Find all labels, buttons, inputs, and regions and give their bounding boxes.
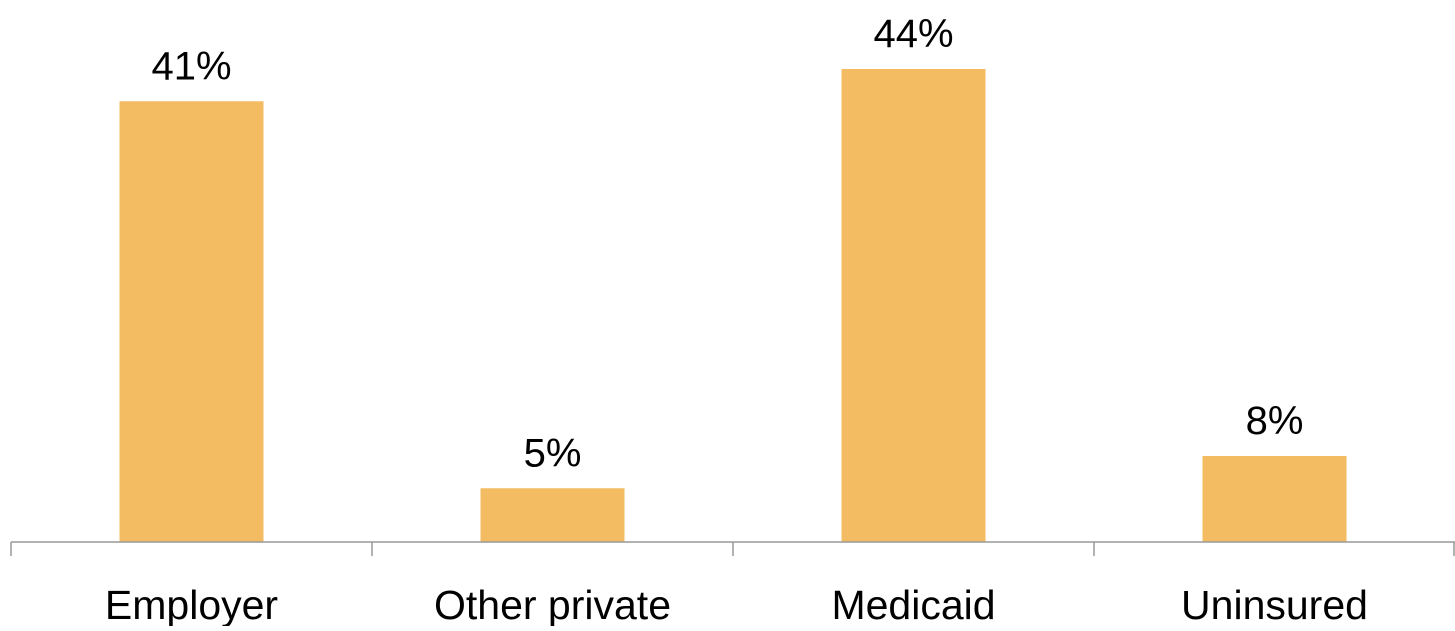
bar	[841, 69, 986, 542]
bar	[119, 101, 264, 542]
x-tick-label: Uninsured	[1181, 582, 1368, 626]
bar	[1202, 456, 1347, 542]
x-tick-label: Other private	[434, 582, 671, 626]
x-tick-label: Medicaid	[831, 582, 995, 626]
data-label: 8%	[1246, 399, 1304, 443]
data-label: 41%	[151, 44, 231, 88]
labels-layer: 41% Employer 5% Other private 44% Medicaid 8% U…	[105, 12, 1368, 628]
bar	[480, 488, 625, 542]
bars-layer	[119, 69, 1347, 542]
x-axis	[10, 541, 1455, 556]
data-label: 44%	[873, 12, 953, 56]
data-label: 5%	[524, 431, 582, 475]
x-tick-label: Employer	[105, 582, 278, 626]
